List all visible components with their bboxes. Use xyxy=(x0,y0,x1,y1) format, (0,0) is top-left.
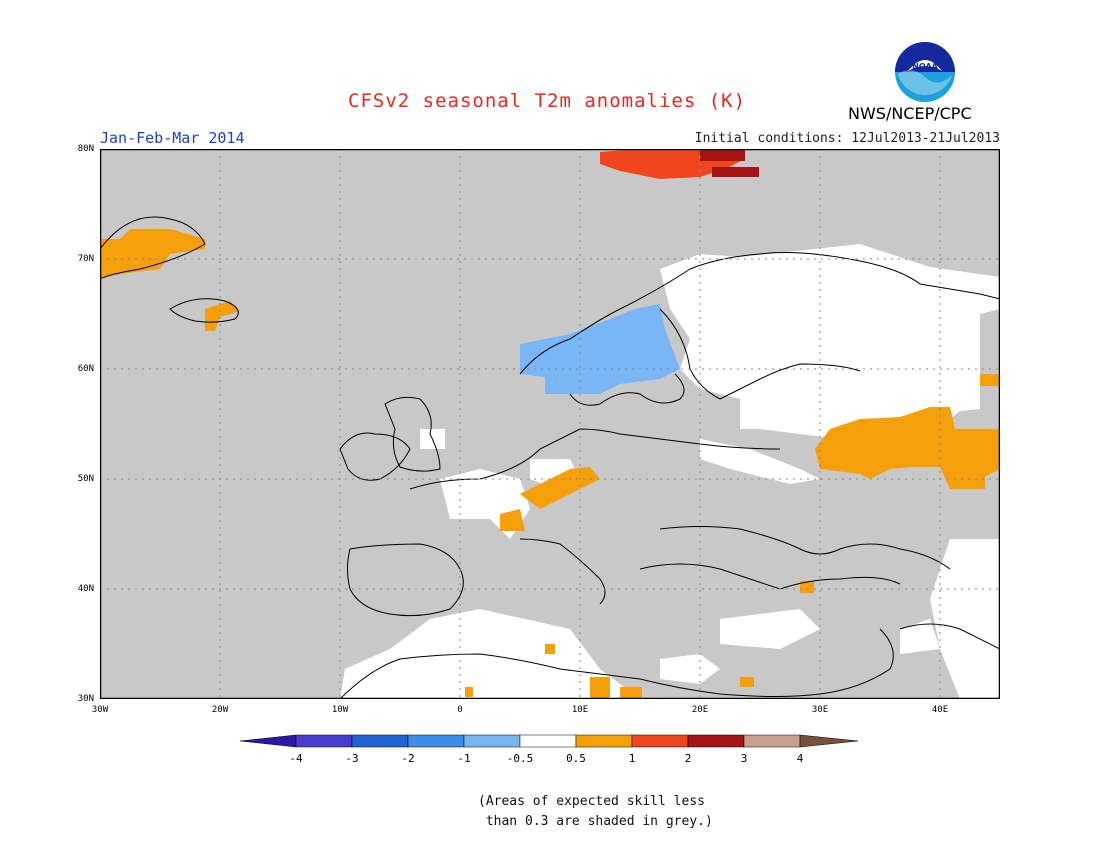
graticule xyxy=(100,149,1000,699)
colorbar-label: -1 xyxy=(457,752,471,765)
lat-label: 80N xyxy=(77,144,94,154)
lon-label: 0 xyxy=(457,705,463,715)
colorbar-segment xyxy=(799,734,859,748)
skill-note: (Areas of expected skill less than 0.3 a… xyxy=(478,794,713,829)
colorbar-segment xyxy=(407,734,465,748)
season-label: Jan-Feb-Mar 2014 xyxy=(100,129,245,147)
lon-label: 10W xyxy=(331,705,349,715)
lon-label: 10E xyxy=(571,705,589,715)
colorbar-label: -0.5 xyxy=(506,752,534,765)
lon-label: 30E xyxy=(811,705,829,715)
lon-label: 30W xyxy=(91,705,109,715)
colorbar-label: 1 xyxy=(628,752,636,765)
initial-conditions: Initial conditions: 12Jul2013-21Jul2013 xyxy=(694,131,1000,146)
cool-anomaly-scandinavia xyxy=(520,304,680,394)
chart-title: CFSv2 seasonal T2m anomalies (K) xyxy=(348,90,747,112)
lat-label: 30N xyxy=(77,694,94,704)
colorbar-label: -3 xyxy=(345,752,359,765)
colorbar-label: -4 xyxy=(289,752,303,765)
colorbar-segment xyxy=(239,734,297,748)
colorbar-segment xyxy=(687,734,745,748)
colorbar-label: 3 xyxy=(740,752,748,765)
colorbar-segment xyxy=(351,734,409,748)
lon-label: 40E xyxy=(931,705,949,715)
colorbar-segment xyxy=(743,734,801,748)
anomaly-map xyxy=(100,149,1000,699)
strong-warm-anomaly-svalbard xyxy=(700,149,759,177)
colorbar-segment xyxy=(463,734,521,748)
colorbar-label: 2 xyxy=(684,752,692,765)
lat-label: 70N xyxy=(77,254,94,264)
colorbar-segment xyxy=(575,734,633,748)
lat-label: 60N xyxy=(77,364,94,374)
lat-label: 50N xyxy=(77,474,94,484)
lon-label: 20E xyxy=(691,705,709,715)
colorbar-label: -2 xyxy=(401,752,415,765)
colorbar-label: 4 xyxy=(796,752,804,765)
lon-label: 20W xyxy=(211,705,229,715)
colorbar-segment xyxy=(519,734,577,748)
logo-text: NOAA xyxy=(912,62,938,71)
colorbar-segment xyxy=(295,734,353,748)
lat-label: 40N xyxy=(77,584,94,594)
map-frame xyxy=(100,149,1000,699)
colorbar-label: 0.5 xyxy=(566,752,586,765)
neutral-regions xyxy=(340,244,1000,699)
warm-anomaly-regions xyxy=(100,229,1000,699)
colorbar xyxy=(239,734,859,748)
agency-label: NWS/NCEP/CPC xyxy=(848,104,972,123)
colorbar-segment xyxy=(631,734,689,748)
noaa-logo: NOAA xyxy=(895,42,955,102)
